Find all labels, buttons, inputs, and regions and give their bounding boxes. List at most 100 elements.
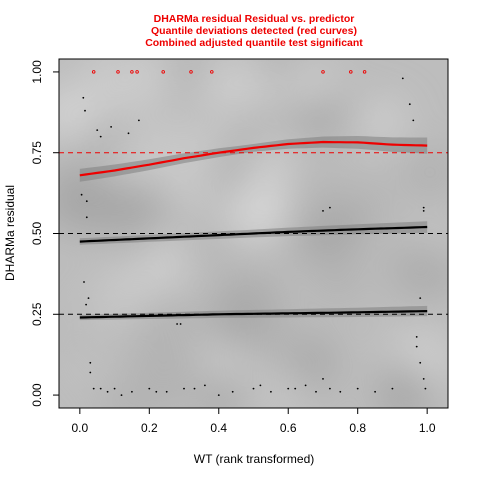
y-tick-label: 0.75 — [30, 141, 44, 165]
data-point — [356, 387, 359, 390]
data-point — [315, 390, 317, 393]
y-tick-label: 0.00 — [30, 383, 44, 407]
data-point — [259, 384, 262, 387]
data-point — [391, 387, 394, 390]
data-point — [412, 119, 415, 122]
y-axis-label: DHARMa residual — [3, 185, 17, 281]
data-point — [131, 390, 133, 393]
density-blob — [190, 63, 270, 108]
data-point — [329, 387, 331, 390]
y-tick-label: 0.50 — [30, 221, 44, 245]
density-blob — [217, 188, 292, 240]
data-point — [83, 281, 85, 283]
reference-lines — [59, 152, 448, 315]
data-point — [339, 390, 342, 393]
x-tick-label: 0.4 — [210, 421, 227, 435]
outlier-marker — [116, 70, 120, 74]
data-point — [422, 210, 425, 212]
outlier-marker — [189, 70, 193, 74]
data-point — [113, 387, 116, 390]
x-tick-label: 1.0 — [419, 421, 436, 435]
data-point — [155, 390, 158, 393]
density-blob — [144, 168, 189, 196]
data-point — [419, 361, 422, 364]
quantile-curves — [79, 140, 428, 319]
data-point — [322, 378, 324, 380]
confidence-band — [79, 136, 428, 182]
data-point — [304, 384, 307, 387]
data-point — [415, 336, 418, 338]
residual-points — [80, 77, 427, 396]
data-point — [252, 387, 255, 390]
x-tick-label: 0.0 — [71, 421, 88, 435]
density-background — [59, 59, 448, 408]
data-point — [270, 390, 272, 393]
density-blob — [89, 59, 166, 108]
data-point — [329, 206, 331, 209]
density-blob — [359, 102, 405, 141]
data-point — [138, 119, 140, 122]
density-blob — [59, 87, 101, 139]
density-blob — [149, 237, 184, 289]
data-point — [183, 387, 185, 390]
data-point — [127, 132, 130, 135]
density-blob — [283, 99, 347, 127]
density-blobs — [59, 59, 448, 408]
data-point — [422, 206, 425, 209]
data-point — [82, 96, 85, 99]
data-point — [193, 387, 196, 390]
data-point — [374, 390, 376, 393]
x-tick-label: 0.6 — [280, 421, 297, 435]
density-blob — [295, 334, 336, 391]
data-point — [165, 390, 168, 393]
data-point — [217, 394, 220, 396]
density-blob — [410, 254, 448, 289]
title-line-3: Combined adjusted quantile test signific… — [145, 37, 363, 49]
x-axis-label: WT (rank transformed) — [194, 452, 314, 466]
data-point — [322, 210, 324, 212]
data-point — [419, 297, 422, 299]
x-axis: 0.0 0.2 0.4 0.6 0.8 1.0 — [71, 408, 436, 435]
data-point — [231, 390, 234, 393]
density-blob — [218, 274, 288, 335]
data-point — [85, 303, 87, 306]
density-blob — [59, 156, 106, 220]
outlier-marker — [91, 70, 96, 74]
quantile-curve — [79, 225, 428, 243]
quantile-curve — [79, 310, 428, 319]
data-point — [401, 77, 404, 80]
data-point — [110, 126, 112, 128]
outlier-marker — [135, 70, 139, 74]
density-blob — [148, 357, 208, 395]
data-point — [85, 200, 88, 203]
data-point — [85, 216, 88, 219]
quantile-curve — [79, 140, 428, 177]
data-point — [96, 129, 99, 132]
y-axis: 0.00 0.25 0.50 0.75 1.00 — [30, 60, 59, 407]
density-blob — [72, 354, 106, 378]
y-tick-label: 1.00 — [30, 60, 44, 84]
data-point — [415, 345, 418, 348]
density-blob — [192, 126, 241, 148]
data-point — [89, 371, 92, 374]
x-tick-label: 0.8 — [349, 421, 366, 435]
outlier-marker — [349, 70, 353, 74]
data-point — [294, 387, 297, 390]
density-blob — [354, 188, 388, 218]
density-blob — [380, 359, 428, 408]
data-point — [179, 323, 182, 325]
density-blob — [99, 387, 151, 408]
data-point — [204, 384, 206, 387]
density-blob — [279, 168, 347, 223]
data-point — [80, 193, 83, 196]
outlier-marker — [161, 70, 165, 74]
density-blob — [128, 128, 196, 155]
density-blob — [232, 335, 304, 363]
density-blob — [127, 295, 201, 358]
title-line-1: DHARMa residual Residual vs. predictor — [154, 13, 355, 25]
outlier-marker — [210, 70, 214, 74]
chart-title: DHARMa residual Residual vs. predictor Q… — [145, 13, 363, 49]
data-point — [148, 387, 151, 390]
x-tick-label: 0.2 — [141, 421, 158, 435]
title-line-2: Quantile deviations detected (red curves… — [151, 25, 357, 37]
